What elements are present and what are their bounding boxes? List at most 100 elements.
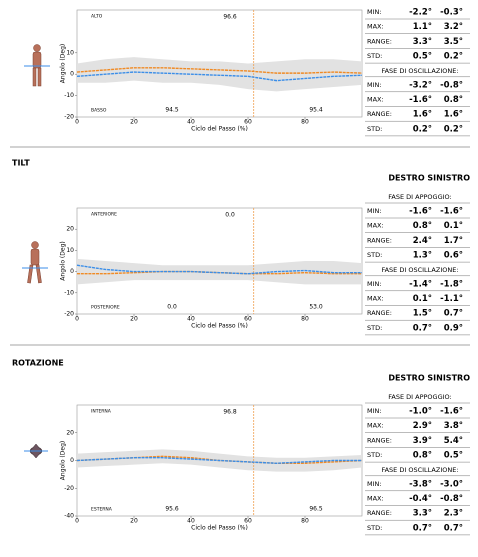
x-tick-label: 20: [130, 119, 138, 126]
y-tick-label: -10: [64, 92, 74, 99]
annotation: 96.8: [223, 409, 237, 416]
y-axis-label: Angolo (Deg): [60, 44, 67, 83]
annotation: 95.4: [309, 107, 323, 114]
phase-label: FASE DI OSCILLAZIONE:: [381, 466, 458, 474]
y-tick-label: 0: [70, 457, 74, 464]
sinistro-value: 0.7°: [444, 523, 463, 533]
x-tick-label: 0: [75, 518, 79, 525]
annotation: INTERNA: [91, 409, 112, 415]
figure-icon: [24, 443, 48, 459]
row-label: MAX:: [367, 96, 384, 104]
y-tick-label: 20: [66, 429, 74, 436]
annotation: BASSO: [91, 108, 107, 114]
destro-value: 3.3°: [413, 37, 432, 47]
sinistro-value: 1.6°: [444, 110, 463, 120]
destro-value: 0.2°: [413, 124, 432, 134]
row-label: RANGE:: [367, 309, 392, 317]
destro-value: -1.6°: [409, 207, 432, 217]
destro-value: 1.6°: [413, 110, 432, 120]
sinistro-value: -0.8°: [440, 80, 463, 90]
row-label: RANGE:: [367, 236, 392, 244]
y-axis-label: Angolo (Deg): [60, 241, 67, 280]
sinistro-value: -1.1°: [440, 294, 463, 304]
row-label: MAX:: [367, 495, 384, 503]
row-label: MAX:: [367, 295, 384, 303]
row-label: STD:: [367, 524, 382, 532]
sinistro-value: 2.3°: [444, 509, 463, 519]
y-tick-label: 0: [70, 268, 74, 275]
y-tick-label: 20: [66, 226, 74, 233]
annotation: ESTERNA: [91, 507, 113, 513]
sinistro-value: 5.4°: [444, 436, 463, 446]
x-tick-label: 40: [187, 518, 195, 525]
sinistro-value: 0.1°: [444, 221, 463, 231]
annotation: 96.5: [309, 506, 323, 513]
destro-value: 1.3°: [413, 251, 432, 261]
series-line: [76, 71, 363, 82]
row-label: MIN:: [367, 81, 382, 89]
destro-value: 2.9°: [413, 421, 432, 431]
y-tick-label: 0: [70, 71, 74, 78]
section-title: ROTAZIONE: [12, 359, 64, 368]
destro-value: 0.8°: [413, 451, 432, 461]
destro-value: 1.5°: [413, 309, 432, 319]
phase-label: FASE DI OSCILLAZIONE:: [381, 67, 458, 75]
x-tick-label: 80: [301, 316, 309, 323]
y-tick-label: -20: [64, 311, 74, 318]
row-label: STD:: [367, 125, 382, 133]
y-tick-label: -40: [64, 513, 74, 520]
row-label: MAX:: [367, 222, 384, 230]
sinistro-value: -1.6°: [440, 207, 463, 217]
destro-value: 0.5°: [413, 52, 432, 62]
series-line: [76, 264, 362, 275]
sinistro-value: -0.8°: [440, 494, 463, 504]
destro-value: -0.4°: [409, 494, 432, 504]
row-label: STD:: [367, 324, 382, 332]
sinistro-value: 3.2°: [444, 22, 463, 32]
row-label: RANGE:: [367, 110, 392, 118]
y-axis-label: Angolo (Deg): [60, 441, 67, 480]
destro-value: -1.0°: [409, 407, 432, 417]
series-line: [76, 457, 362, 464]
destro-value: 0.7°: [413, 523, 432, 533]
sinistro-value: 0.2°: [444, 124, 463, 134]
x-tick-label: 20: [130, 316, 138, 323]
annotation: 94.5: [165, 107, 179, 114]
table-header: DESTRO SINISTRO: [388, 374, 470, 383]
annotation: ANTERIORE: [91, 212, 117, 218]
x-tick-label: 60: [244, 316, 252, 323]
annotation: 96.6: [223, 14, 237, 21]
x-tick-label: 40: [187, 316, 195, 323]
annotation: 0.0: [225, 212, 235, 219]
sinistro-value: 3.8°: [444, 421, 463, 431]
y-tick-label: -20: [64, 485, 74, 492]
table-header: DESTRO SINISTRO: [388, 174, 470, 183]
destro-value: 3.9°: [413, 436, 432, 446]
row-label: RANGE:: [367, 37, 392, 45]
phase-label: FASE DI APPOGGIO:: [388, 393, 451, 401]
sinistro-value: -3.0°: [440, 479, 463, 489]
x-tick-label: 0: [75, 316, 79, 323]
row-label: MIN:: [367, 207, 382, 215]
x-axis-label: Ciclo del Passo (%): [191, 126, 248, 133]
destro-value: 1.1°: [413, 22, 432, 32]
phase-label: FASE DI OSCILLAZIONE:: [381, 266, 458, 274]
sinistro-value: 0.2°: [444, 52, 463, 62]
x-tick-label: 40: [187, 119, 195, 126]
x-tick-label: 60: [244, 518, 252, 525]
series-line: [76, 67, 363, 74]
annotation: 0.0: [167, 304, 177, 311]
row-label: STD:: [367, 451, 382, 459]
row-label: STD:: [367, 251, 382, 259]
x-tick-label: 80: [301, 119, 309, 126]
destro-value: -1.4°: [409, 279, 432, 289]
annotation: 53.0: [309, 304, 323, 311]
row-label: MIN:: [367, 480, 382, 488]
x-tick-label: 0: [75, 119, 79, 126]
destro-value: 0.7°: [413, 323, 432, 333]
variability-band: [77, 57, 362, 92]
variability-band: [77, 258, 362, 285]
y-tick-label: -20: [64, 114, 74, 121]
x-tick-label: 20: [130, 518, 138, 525]
